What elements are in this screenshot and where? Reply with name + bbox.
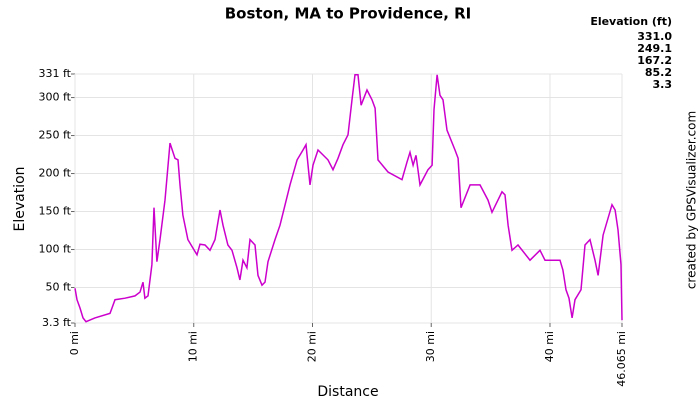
elevation-line	[74, 74, 623, 323]
x-tick-label: 20 mi	[305, 331, 318, 362]
y-tick-label: 300 ft	[39, 91, 72, 104]
legend-value: 3.3	[653, 78, 673, 91]
y-tick-label: 331 ft	[39, 67, 72, 80]
x-axis-label: Distance	[317, 384, 378, 400]
x-tick-label: 40 mi	[543, 331, 556, 362]
y-tick-label: 100 ft	[39, 243, 72, 256]
y-tick-label: 150 ft	[39, 205, 72, 218]
legend-value: 249.1	[637, 42, 672, 55]
y-tick-label: 250 ft	[39, 129, 72, 142]
y-tick-label: 50 ft	[46, 281, 72, 294]
x-tick-label: 30 mi	[424, 331, 437, 362]
y-tick-label: 200 ft	[39, 167, 72, 180]
legend-title: Elevation (ft)	[590, 15, 672, 28]
x-tick-label: 0 mi	[68, 331, 81, 355]
y-tick-label: 3.3 ft	[42, 316, 72, 329]
legend-value: 85.2	[645, 66, 672, 79]
legend-value: 167.2	[637, 54, 672, 67]
x-tick-label: 10 mi	[187, 331, 200, 362]
y-axis-label: Elevation	[12, 166, 28, 231]
legend-value: 331.0	[637, 30, 672, 43]
chart-title: Boston, MA to Providence, RI	[225, 5, 472, 23]
x-tick-label: 46.065 mi	[615, 331, 628, 387]
credit: created by GPSVisualizer.com	[685, 111, 699, 289]
